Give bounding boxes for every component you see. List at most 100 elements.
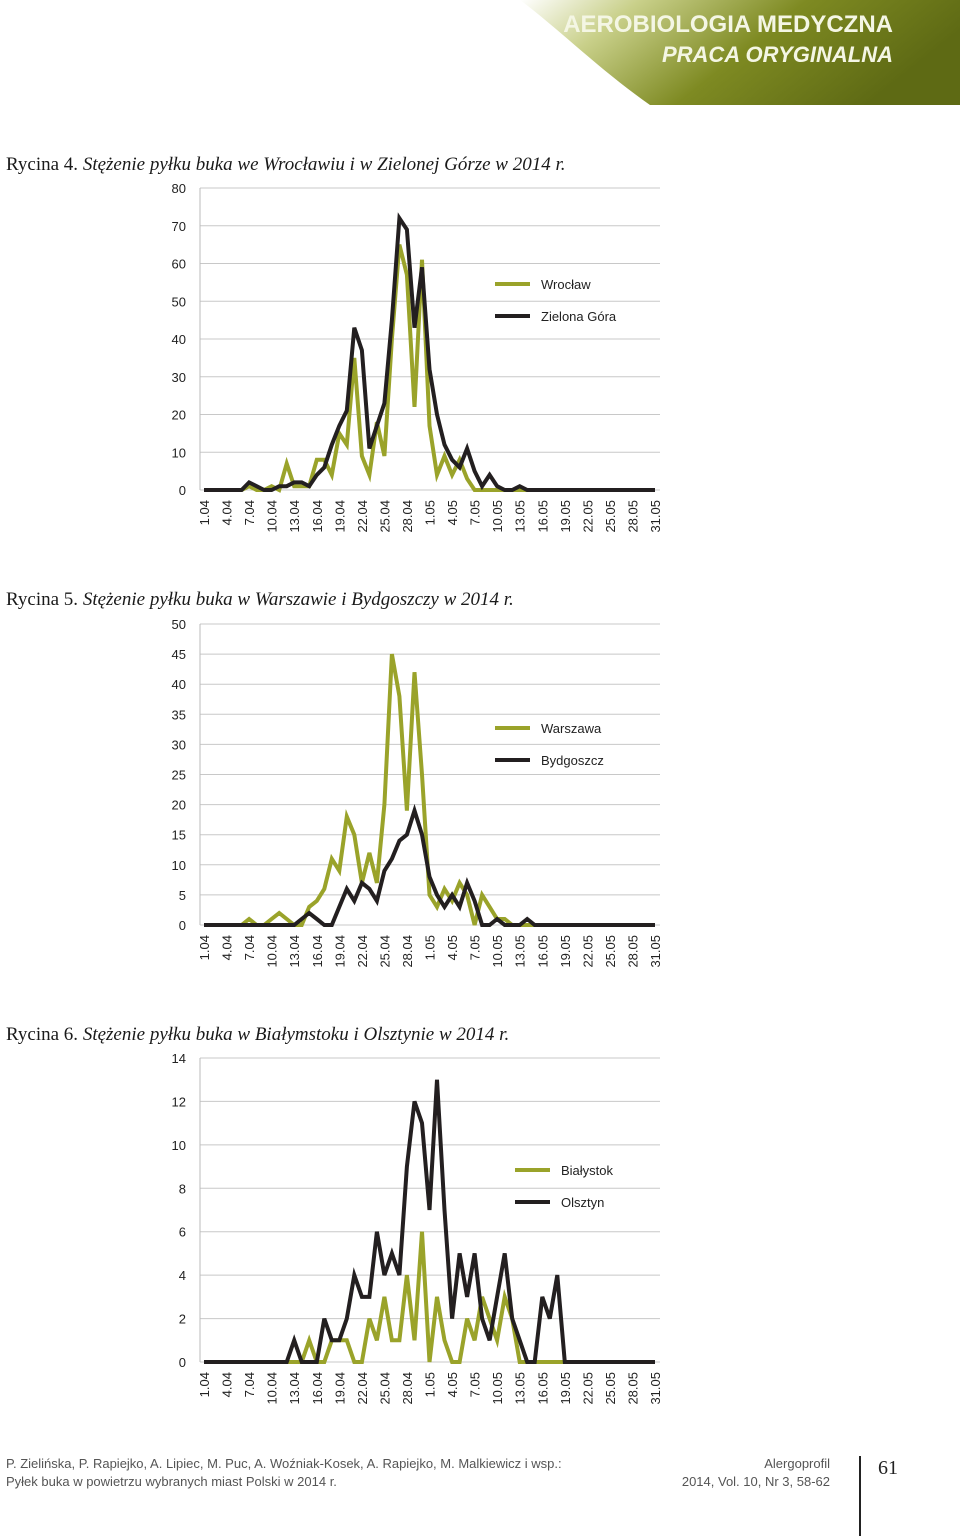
x-tick-label: 13.04: [287, 500, 302, 533]
y-tick-label: 35: [172, 707, 186, 722]
section-name: PRACA ORYGINALNA: [662, 42, 893, 67]
y-tick-label: 20: [172, 408, 186, 423]
legend-label: Olsztyn: [561, 1195, 604, 1210]
x-tick-label: 10.04: [265, 500, 280, 533]
x-tick-label: 22.05: [580, 1372, 595, 1405]
y-tick-label: 40: [172, 677, 186, 692]
page-number: 61: [878, 1457, 898, 1479]
x-tick-label: 25.04: [377, 500, 392, 533]
x-tick-label: 10.04: [265, 1372, 280, 1405]
y-tick-label: 10: [172, 1138, 186, 1153]
x-tick-label: 25.05: [603, 935, 618, 968]
x-tick-label: 13.05: [513, 1372, 528, 1405]
x-tick-label: 16.04: [310, 500, 325, 533]
y-tick-label: 50: [172, 617, 186, 632]
x-tick-label: 16.05: [535, 1372, 550, 1405]
footer-journal: Alergoprofil: [764, 1456, 830, 1471]
x-tick-label: 28.05: [625, 1372, 640, 1405]
x-tick-label: 25.05: [603, 1372, 618, 1405]
x-tick-label: 4.05: [445, 935, 460, 960]
y-tick-label: 45: [172, 647, 186, 662]
data-line: [204, 1079, 655, 1364]
x-tick-label: 7.05: [468, 500, 483, 525]
figure-caption: Rycina 4. Stężenie pyłku buka we Wrocław…: [6, 154, 566, 175]
y-tick-label: 40: [172, 332, 186, 347]
x-tick-label: 1.05: [423, 935, 438, 960]
x-tick-label: 19.05: [558, 935, 573, 968]
y-tick-label: 14: [172, 1051, 186, 1066]
legend-label: Wrocław: [541, 277, 591, 292]
y-tick-label: 6: [179, 1225, 186, 1240]
x-tick-label: 22.04: [355, 1372, 370, 1405]
x-tick-label: 28.05: [625, 935, 640, 968]
legend-label: Zielona Góra: [541, 309, 617, 324]
x-tick-label: 10.05: [490, 935, 505, 968]
x-tick-label: 16.04: [310, 935, 325, 968]
y-tick-label: 0: [179, 918, 186, 933]
y-tick-label: 10: [172, 858, 186, 873]
x-tick-label: 13.04: [287, 935, 302, 968]
x-tick-label: 28.04: [400, 1372, 415, 1405]
x-tick-label: 16.05: [535, 500, 550, 533]
x-tick-label: 7.05: [468, 935, 483, 960]
x-tick-label: 25.04: [377, 1372, 392, 1405]
y-tick-label: 30: [172, 370, 186, 385]
x-tick-label: 1.04: [197, 500, 212, 525]
y-tick-label: 4: [179, 1268, 186, 1283]
figure-label: Rycina 4.: [6, 154, 78, 175]
data-line: [204, 653, 655, 927]
x-tick-label: 7.05: [468, 1372, 483, 1397]
figure-title: Stężenie pyłku buka w Warszawie i Bydgos…: [83, 589, 514, 610]
y-tick-label: 15: [172, 828, 186, 843]
x-tick-label: 31.05: [648, 935, 663, 968]
x-tick-label: 4.04: [220, 935, 235, 960]
x-tick-label: 13.05: [513, 500, 528, 533]
y-tick-label: 12: [172, 1094, 186, 1109]
x-tick-label: 31.05: [648, 1372, 663, 1405]
x-tick-label: 19.04: [332, 500, 347, 533]
x-tick-label: 25.05: [603, 500, 618, 533]
x-tick-label: 16.05: [535, 935, 550, 968]
x-tick-label: 13.05: [513, 935, 528, 968]
x-tick-label: 1.04: [197, 935, 212, 960]
y-tick-label: 70: [172, 219, 186, 234]
y-tick-label: 60: [172, 257, 186, 272]
y-tick-label: 2: [179, 1312, 186, 1327]
x-tick-label: 7.04: [242, 500, 257, 525]
figure-label: Rycina 5.: [6, 589, 78, 610]
footer-article: Pyłek buka w powietrzu wybranych miast P…: [6, 1474, 337, 1489]
figure-title: Stężenie pyłku buka we Wrocławiu i w Zie…: [83, 154, 566, 175]
y-tick-label: 0: [179, 1355, 186, 1370]
x-tick-label: 22.04: [355, 935, 370, 968]
x-tick-label: 7.04: [242, 935, 257, 960]
x-tick-label: 25.04: [377, 935, 392, 968]
x-tick-label: 19.04: [332, 1372, 347, 1405]
x-tick-label: 7.04: [242, 1372, 257, 1397]
x-tick-label: 19.05: [558, 500, 573, 533]
figure-title: Stężenie pyłku buka w Białymstoku i Olsz…: [83, 1024, 509, 1045]
y-tick-label: 30: [172, 737, 186, 752]
footer-citation: 2014, Vol. 10, Nr 3, 58-62: [682, 1474, 830, 1489]
data-line: [204, 1231, 655, 1364]
x-tick-label: 31.05: [648, 500, 663, 533]
x-tick-label: 22.05: [580, 500, 595, 533]
header-band: [520, 0, 960, 105]
x-tick-label: 28.04: [400, 500, 415, 533]
y-tick-label: 5: [179, 888, 186, 903]
figure-caption: Rycina 6. Stężenie pyłku buka w Białymst…: [6, 1024, 509, 1045]
y-tick-label: 20: [172, 798, 186, 813]
x-tick-label: 28.04: [400, 935, 415, 968]
y-tick-label: 50: [172, 294, 186, 309]
y-tick-label: 8: [179, 1181, 186, 1196]
legend-label: Warszawa: [541, 721, 602, 736]
y-tick-label: 80: [172, 181, 186, 196]
x-tick-label: 1.05: [423, 1372, 438, 1397]
y-tick-label: 25: [172, 768, 186, 783]
x-tick-label: 22.05: [580, 935, 595, 968]
x-tick-label: 1.04: [197, 1372, 212, 1397]
x-tick-label: 28.05: [625, 500, 640, 533]
y-tick-label: 10: [172, 445, 186, 460]
x-tick-label: 22.04: [355, 500, 370, 533]
y-tick-label: 0: [179, 483, 186, 498]
